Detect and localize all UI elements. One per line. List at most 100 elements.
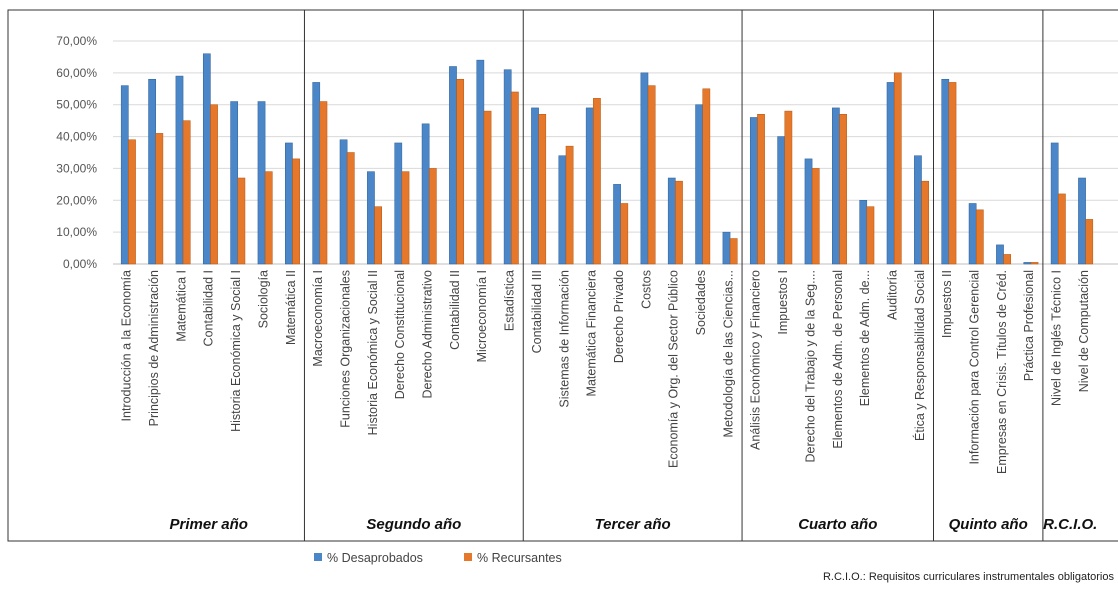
y-tick-label: 30,00% xyxy=(56,161,97,175)
y-tick-label: 50,00% xyxy=(56,98,97,112)
category-label: Contabilidad II xyxy=(448,270,462,350)
y-tick-label: 20,00% xyxy=(56,193,97,207)
bar-desaprobados xyxy=(257,101,266,265)
y-tick-label: 60,00% xyxy=(56,66,97,80)
bar-recursantes xyxy=(921,180,929,265)
category-label: Economía y Org. del Sector Público xyxy=(667,270,681,468)
bar-desaprobados xyxy=(695,104,703,265)
bar-recursantes xyxy=(155,133,164,265)
bar-recursantes xyxy=(456,78,465,265)
bar-desaprobados xyxy=(749,117,758,265)
category-label: Elementos de Adm. de... xyxy=(858,270,872,406)
category-label: Contabilidad III xyxy=(530,270,544,353)
bar-desaprobados xyxy=(120,85,129,265)
category-label: Costos xyxy=(639,270,653,309)
category-label: Empresas en Crisis. Títulos de Créd. xyxy=(995,270,1009,474)
category-label: Historia Económica y Social I xyxy=(229,270,243,432)
bar-desaprobados xyxy=(777,136,786,265)
category-label: Matemática II xyxy=(284,270,298,345)
bar-recursantes xyxy=(839,114,847,265)
bar-desaprobados xyxy=(1078,177,1086,265)
bar-recursantes xyxy=(182,120,191,265)
bar-desaprobados xyxy=(230,101,239,265)
bar-desaprobados xyxy=(421,123,430,265)
bar-recursantes xyxy=(1058,193,1066,265)
bar-recursantes xyxy=(374,206,382,265)
bar-desaprobados xyxy=(941,78,950,265)
bar-desaprobados xyxy=(722,231,731,265)
legend-label: % Desaprobados xyxy=(327,551,423,565)
bar-recursantes xyxy=(483,110,492,265)
bar-recursantes xyxy=(948,82,957,265)
category-label: Sistemas de Información xyxy=(557,270,571,408)
category-label: Derecho Administrativo xyxy=(421,270,435,399)
legend-swatch xyxy=(464,553,472,561)
bar-recursantes xyxy=(292,158,300,265)
bar-desaprobados xyxy=(312,82,321,265)
bar-desaprobados xyxy=(640,72,649,265)
bar-desaprobados xyxy=(996,244,1004,265)
group-label: Tercer año xyxy=(595,516,671,533)
bar-desaprobados xyxy=(859,200,868,265)
legend-label: % Recursantes xyxy=(477,551,562,565)
category-label: Funciones Organizacionales xyxy=(338,270,352,428)
group-label: Cuarto año xyxy=(798,516,877,533)
category-label: Principios de Administración xyxy=(147,270,161,426)
legend-swatch xyxy=(314,553,322,561)
category-label: Microeconomía I xyxy=(475,270,489,362)
category-label: Sociedades xyxy=(694,270,708,335)
category-label: Sociología xyxy=(256,270,270,328)
category-label: Auditoría xyxy=(885,270,899,320)
y-tick-label: 0,00% xyxy=(63,257,97,271)
category-label: Estadística xyxy=(503,270,517,331)
category-label: Nivel de Computación xyxy=(1077,270,1091,392)
bar-recursantes xyxy=(757,114,765,265)
category-label: Contabilidad I xyxy=(202,270,216,346)
bar-desaprobados xyxy=(285,142,293,265)
bar-desaprobados xyxy=(339,139,348,265)
chart-frame xyxy=(7,9,1118,542)
bar-recursantes xyxy=(401,171,410,265)
category-label: Derecho Constitucional xyxy=(393,270,407,399)
footnote: R.C.I.O.: Requisitos curriculares instru… xyxy=(823,571,1115,583)
category-label: Derecho Privado xyxy=(612,270,626,363)
bar-recursantes xyxy=(811,168,820,265)
category-label: Elementos de Adm. de Personal xyxy=(831,270,845,449)
bar-recursantes xyxy=(511,91,519,265)
bar-recursantes xyxy=(893,72,902,265)
bar-recursantes xyxy=(702,88,711,265)
y-tick-label: 10,00% xyxy=(56,225,97,239)
group-label: Primer año xyxy=(170,516,248,533)
bar-recursantes xyxy=(675,180,683,265)
category-label: Práctica Profesional xyxy=(1022,270,1036,381)
bar-desaprobados xyxy=(667,177,676,265)
bar-desaprobados xyxy=(1023,262,1032,265)
bar-recursantes xyxy=(647,85,656,265)
bar-desaprobados xyxy=(832,107,840,265)
bar-recursantes xyxy=(538,114,547,265)
bar-desaprobados xyxy=(148,78,156,265)
bar-desaprobados xyxy=(968,203,977,265)
bar-recursantes xyxy=(128,139,136,265)
bar-recursantes xyxy=(264,171,273,265)
y-tick-label: 40,00% xyxy=(56,130,97,144)
bar-desaprobados xyxy=(914,155,922,265)
category-label: Impuestos II xyxy=(940,270,954,338)
bar-desaprobados xyxy=(367,171,375,265)
category-label: Matemática Financiera xyxy=(585,270,599,396)
bar-recursantes xyxy=(975,209,984,265)
category-label: Derecho del Trabajo y de la Seg.... xyxy=(803,270,817,462)
bar-recursantes xyxy=(1085,219,1094,265)
bar-recursantes xyxy=(346,152,355,265)
bar-desaprobados xyxy=(585,107,594,265)
bar-recursantes xyxy=(729,238,738,265)
bar-desaprobados xyxy=(886,82,895,265)
category-label: Metodología de las Ciencias... xyxy=(721,270,735,437)
category-label: Ética y Responsabilidad Social xyxy=(912,270,927,441)
bar-desaprobados xyxy=(476,59,485,265)
bar-desaprobados xyxy=(394,142,403,265)
group-label: Quinto año xyxy=(949,516,1028,533)
bar-recursantes xyxy=(1003,254,1012,265)
